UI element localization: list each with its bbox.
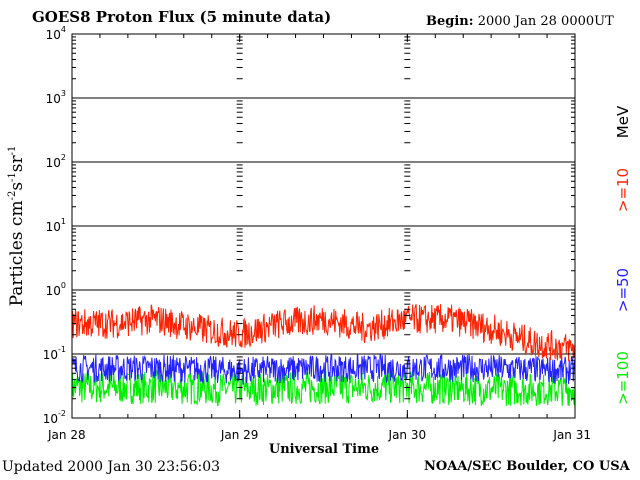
begin-time: Begin: 2000 Jan 28 0000UT [426, 14, 614, 29]
legend: MeV >=10 >=50 >=100 [614, 105, 632, 405]
series-layer [71, 303, 576, 407]
begin-label: Begin: [426, 14, 474, 29]
y-tick-label: 101 [46, 217, 66, 234]
x-tick-label: Jan 31 [552, 428, 591, 442]
legend-entry: >=50 [614, 268, 632, 312]
tick-marks [71, 34, 576, 419]
y-axis-label: Particles cm-2s-1sr-1 [7, 146, 27, 307]
y-tick-label: 104 [46, 25, 66, 42]
updated-label: Updated [2, 459, 63, 475]
y-tick-label: 10-2 [43, 409, 66, 426]
y-tick-label: 100 [46, 281, 66, 298]
series-line [71, 303, 576, 362]
y-tick-label: 102 [46, 153, 66, 170]
y-tick-labels: 10-2 10-1 100 101 102 103 104 [43, 25, 66, 426]
credit-line: NOAA/SEC Boulder, CO USA [424, 459, 630, 474]
begin-value: 2000 Jan 28 0000UT [477, 14, 614, 29]
series-line [71, 369, 576, 407]
legend-entry: >=10 [614, 168, 632, 212]
x-tick-label: Jan 28 [47, 428, 86, 442]
x-tick-labels: Jan 28 Jan 29 Jan 30 Jan 31 [47, 428, 591, 442]
y-tick-label: 10-1 [43, 345, 66, 362]
x-axis-label: Universal Time [269, 442, 379, 457]
legend-units: MeV [614, 105, 632, 138]
series-line [71, 353, 576, 385]
legend-entry: >=100 [614, 351, 632, 405]
chart-title: GOES8 Proton Flux (5 minute data) [32, 8, 332, 26]
updated-timestamp: Updated 2000 Jan 30 23:56:03 [2, 459, 220, 475]
x-tick-label: Jan 29 [220, 428, 259, 442]
y-tick-label: 103 [46, 89, 66, 106]
x-tick-label: Jan 30 [388, 428, 427, 442]
chart-grid [72, 97, 575, 355]
updated-value: 2000 Jan 30 23:56:03 [67, 459, 221, 475]
